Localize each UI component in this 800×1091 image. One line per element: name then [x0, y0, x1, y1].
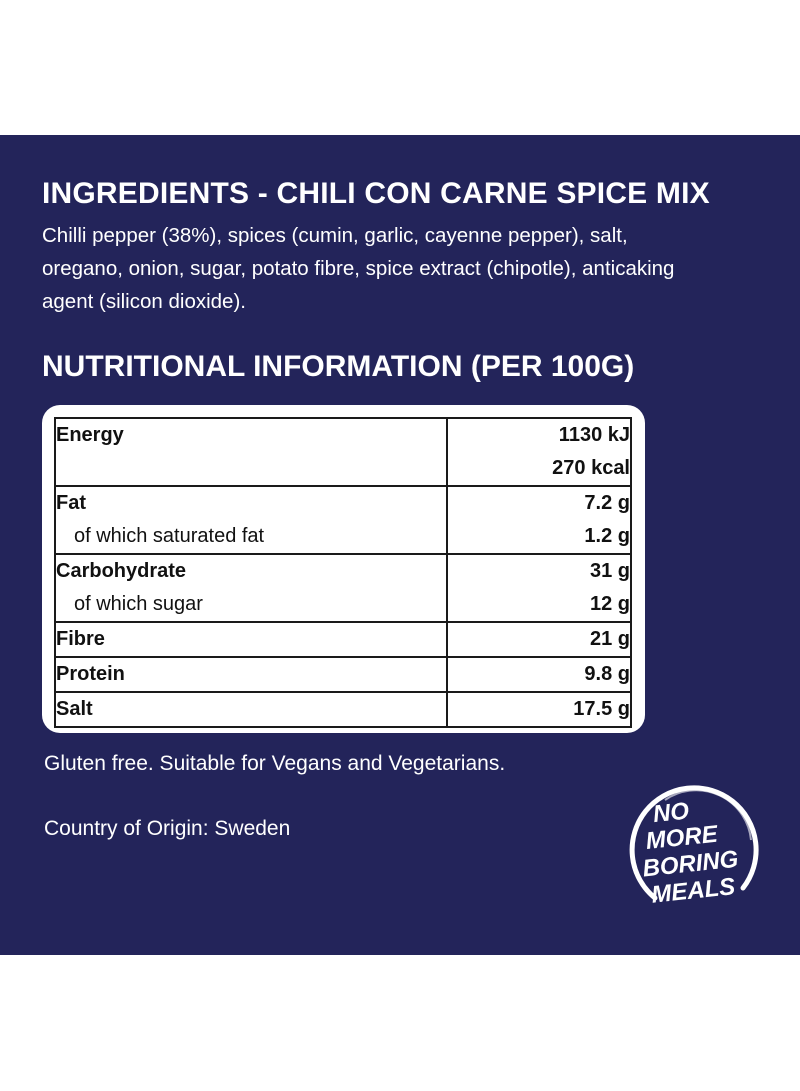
nutrition-table: Energy 1130 kJ 270 kcal Fat of which sat…: [54, 417, 632, 728]
carbohydrate-value: 31 g: [589, 560, 630, 582]
table-row-protein: Protein 9.8 g: [54, 656, 632, 693]
nutrition-panel: INGREDIENTS - CHILI CON CARNE SPICE MIX …: [0, 135, 800, 955]
salt-value: 17.5 g: [573, 698, 630, 720]
brush-circle-icon: [629, 785, 759, 901]
salt-label: Salt: [56, 698, 93, 720]
table-row-fibre: Fibre 21 g: [54, 621, 632, 658]
dietary-note: Gluten free. Suitable for Vegans and Veg…: [44, 752, 506, 775]
fibre-label: Fibre: [56, 628, 105, 650]
table-row-fat: Fat of which saturated fat 7.2 g 1.2 g: [54, 485, 632, 555]
ingredients-heading: INGREDIENTS - CHILI CON CARNE SPICE MIX: [42, 177, 710, 210]
table-row-salt: Salt 17.5 g: [54, 691, 632, 728]
saturated-fat-value: 1.2 g: [584, 525, 630, 547]
table-row-carbohydrate: Carbohydrate of which sugar 31 g 12 g: [54, 553, 632, 623]
energy-label: Energy: [56, 424, 124, 446]
fat-value: 7.2 g: [584, 492, 630, 514]
saturated-fat-label: of which saturated fat: [74, 525, 265, 547]
no-more-boring-meals-logo: NO MORE BORING MEALS: [629, 785, 759, 909]
energy-kcal-value: 270 kcal: [552, 457, 630, 479]
protein-label: Protein: [56, 663, 125, 685]
carbohydrate-label: Carbohydrate: [56, 560, 187, 582]
nutrition-table-card: Energy 1130 kJ 270 kcal Fat of which sat…: [42, 405, 645, 733]
country-of-origin: Country of Origin: Sweden: [44, 817, 291, 840]
ingredients-list: Chilli pepper (38%), spices (cumin, garl…: [42, 224, 675, 313]
fibre-value: 21 g: [589, 628, 630, 650]
nutrition-heading: NUTRITIONAL INFORMATION (PER 100G): [42, 350, 635, 383]
protein-value: 9.8 g: [584, 663, 630, 685]
logo-line-1: NO: [652, 797, 691, 828]
sugar-value: 12 g: [589, 593, 630, 615]
fat-label: Fat: [56, 492, 86, 514]
table-row-energy: Energy 1130 kJ 270 kcal: [54, 417, 632, 487]
energy-kj-value: 1130 kJ: [558, 424, 630, 446]
sugar-label: of which sugar: [74, 593, 203, 615]
